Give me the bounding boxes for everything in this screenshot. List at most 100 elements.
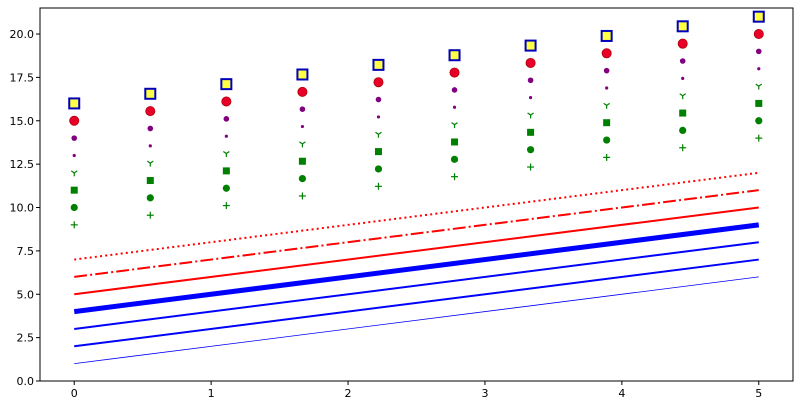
marker-tri_down-7-c: [530, 112, 534, 116]
marker-tri_down-1: [70, 170, 78, 177]
marker-tri_down-2-c: [149, 160, 154, 164]
marker-tri_down-8-c: [606, 102, 610, 106]
marker-point-10: [757, 67, 761, 71]
marker-square-8: [603, 119, 611, 127]
marker-circle-8: [603, 136, 611, 144]
marker-square-6: [451, 138, 459, 146]
marker-square-7: [527, 128, 535, 136]
marker-plus-10: [755, 134, 763, 142]
marker-point-9: [681, 76, 685, 80]
marker-square-large-8: [600, 29, 613, 42]
marker-circle-small-10: [755, 48, 762, 55]
marker-plus-4: [298, 192, 306, 200]
y-tick-label-6: 15.0: [10, 115, 35, 128]
series-line-5: [74, 206, 759, 296]
marker-circle-small-7: [527, 77, 534, 84]
y-tick-label-2: 5.0: [17, 288, 35, 301]
marker-square-1: [70, 186, 78, 194]
x-tick-label-3: 3: [481, 387, 488, 400]
marker-circle-4: [298, 174, 307, 183]
series-line-4: [73, 222, 760, 315]
marker-point-1: [72, 153, 76, 158]
x-tick-label-4: 4: [618, 387, 625, 400]
marker-square-large-7: [524, 39, 537, 52]
marker-square-large-5: [372, 58, 385, 71]
marker-circle-9: [679, 126, 687, 135]
marker-circle-6: [450, 155, 459, 163]
marker-plus-5: [374, 182, 382, 190]
marker-tri_down-3-b: [223, 151, 227, 155]
marker-tri_down-4: [299, 141, 306, 148]
y-tick-label-1: 2.5: [17, 332, 35, 345]
marker-tri_down-6-b: [451, 122, 455, 126]
marker-tri_down-3-c: [226, 151, 230, 155]
marker-tri_down-5: [375, 131, 382, 138]
marker-square-4: [298, 157, 306, 165]
marker-square-large-1: [68, 97, 81, 110]
marker-tri_down-8: [603, 102, 610, 109]
marker-circle-large-8: [601, 48, 612, 59]
marker-circle-small-8: [603, 67, 610, 74]
marker-circle-large-4: [297, 86, 308, 97]
marker-point-8: [605, 86, 609, 90]
marker-tri_down-2-b: [146, 160, 151, 164]
marker-tri_down-10-c: [758, 83, 763, 87]
marker-circle-10: [755, 117, 763, 125]
marker-tri_down-7-b: [527, 112, 531, 116]
marker-point-5: [376, 115, 381, 119]
axes-frame: [39, 7, 794, 382]
marker-plus-6: [451, 173, 459, 181]
marker-point-2: [148, 144, 152, 148]
y-tick-label-8: 20.0: [10, 28, 35, 41]
y-tick-label-7: 17.5: [10, 71, 35, 84]
marker-point-6: [452, 105, 457, 109]
marker-plus-8: [603, 153, 611, 161]
marker-square-large-9: [676, 20, 689, 33]
marker-tri_down-5-c: [378, 131, 382, 135]
marker-tri_down-9: [679, 93, 687, 100]
marker-plus-2: [146, 211, 154, 219]
marker-tri_down-3: [223, 151, 230, 158]
marker-square-5: [374, 148, 382, 156]
marker-square-10: [755, 99, 763, 107]
x-tick-label-5: 5: [755, 387, 762, 400]
marker-circle-large-9: [677, 38, 688, 49]
marker-circle-large-2: [145, 106, 156, 117]
marker-square-3: [222, 167, 230, 175]
marker-point-7: [528, 96, 533, 100]
marker-tri_down-4-b: [299, 141, 303, 145]
marker-tri_down-9-c: [682, 93, 687, 97]
y-tick-label-5: 12.5: [10, 158, 35, 171]
series-line-1: [74, 276, 759, 365]
y-tick-label-4: 10.0: [10, 202, 35, 215]
marker-square-large-4: [296, 68, 309, 81]
marker-tri_down-10-b: [755, 83, 760, 87]
marker-circle-small-4: [299, 106, 306, 113]
marker-circle-2: [146, 194, 154, 202]
marker-tri_down-10: [755, 83, 763, 90]
marker-tri_down-6: [451, 122, 458, 129]
marker-square-large-3: [220, 78, 233, 91]
marker-square-large-6: [448, 49, 461, 62]
marker-circle-small-3: [223, 116, 230, 122]
marker-point-3: [224, 134, 228, 138]
x-tick-label-2: 2: [345, 387, 352, 400]
marker-tri_down-4-c: [302, 141, 306, 145]
x-tick-label-0: 0: [71, 387, 78, 400]
marker-circle-large-7: [525, 57, 536, 68]
marker-circle-1: [70, 203, 78, 212]
marker-tri_down-2: [146, 160, 154, 167]
marker-point-4: [300, 124, 305, 129]
marker-plus-3: [222, 202, 230, 210]
marker-tri_down-7: [527, 112, 534, 119]
marker-tri_down-6-c: [454, 122, 458, 126]
marker-circle-large-10: [753, 29, 764, 40]
marker-circle-large-1: [69, 115, 80, 126]
marker-tri_down-8-b: [603, 102, 607, 106]
marker-circle-small-5: [375, 96, 382, 103]
marker-circle-small-2: [147, 125, 154, 132]
series-line-7: [74, 171, 759, 261]
marker-tri_down-5-b: [375, 131, 379, 135]
y-tick-label-3: 7.5: [17, 245, 35, 258]
